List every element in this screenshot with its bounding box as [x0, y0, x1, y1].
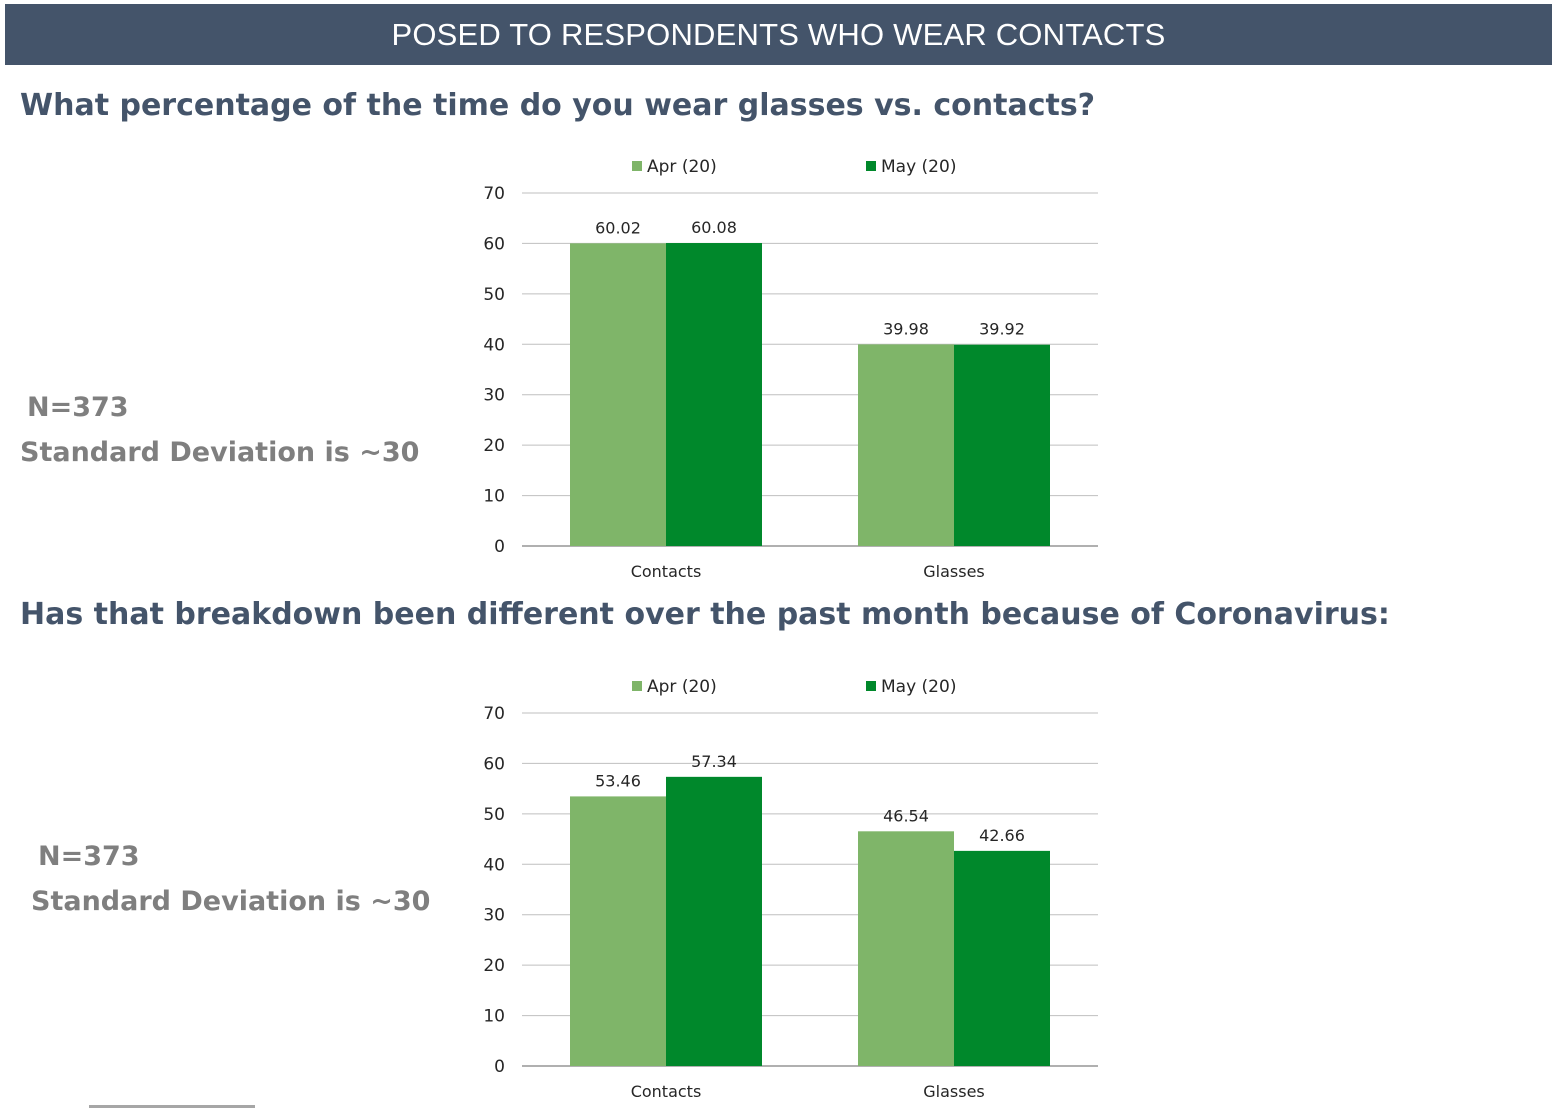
y-tick-label: 10	[483, 487, 505, 507]
question-2-title: Has that breakdown been different over t…	[20, 597, 1390, 632]
data-label: 39.92	[979, 320, 1025, 339]
question-1-title: What percentage of the time do you wear …	[20, 88, 1096, 123]
legend-label: Apr (20)	[647, 157, 717, 177]
banner-title: POSED TO RESPONDENTS WHO WEAR CONTACTS	[5, 4, 1552, 65]
y-tick-label: 20	[483, 436, 505, 456]
footer-rule	[89, 1105, 255, 1108]
bar-contacts-may	[666, 243, 762, 546]
legend-label: May (20)	[881, 157, 956, 177]
y-tick-label: 70	[483, 184, 505, 204]
sample-size-1: N=373	[27, 392, 129, 423]
x-category-label: Glasses	[923, 1082, 985, 1101]
bar-glasses-may	[954, 344, 1050, 546]
legend-swatch	[632, 161, 642, 171]
data-label: 60.02	[595, 218, 641, 237]
data-label: 57.34	[691, 752, 737, 771]
y-tick-label: 40	[483, 855, 505, 875]
chart-1: 0 10 20 30 40 50 60 70 60.02 60.08 Contacts 39.98 39…	[483, 157, 1098, 581]
sample-size-2: N=373	[38, 841, 140, 872]
x-category-label: Contacts	[631, 562, 702, 581]
bar-glasses-apr	[858, 831, 954, 1066]
y-tick-label: 50	[483, 285, 505, 305]
y-tick-label: 20	[483, 956, 505, 976]
legend-swatch	[866, 681, 876, 691]
x-category-label: Glasses	[923, 562, 985, 581]
data-label: 42.66	[979, 826, 1025, 845]
legend-swatch	[632, 681, 642, 691]
y-tick-label: 0	[494, 537, 505, 557]
legend-label: May (20)	[881, 677, 956, 697]
legend-label: Apr (20)	[647, 677, 717, 697]
y-tick-label: 60	[483, 234, 505, 254]
y-tick-label: 30	[483, 386, 505, 406]
y-tick-label: 70	[483, 704, 505, 724]
bar-contacts-apr	[570, 796, 666, 1066]
data-label: 53.46	[595, 771, 641, 790]
bar-glasses-may	[954, 850, 1050, 1066]
chart-2: 0 10 20 30 40 50 60 70 53.46 57.34 Contacts 46.54 42…	[483, 677, 1098, 1101]
y-tick-label: 10	[483, 1007, 505, 1027]
legend-swatch	[866, 161, 876, 171]
data-label: 46.54	[883, 806, 929, 825]
std-dev-2: Standard Deviation is ~30	[31, 886, 431, 917]
y-tick-label: 30	[483, 906, 505, 926]
data-label: 60.08	[691, 218, 737, 237]
bar-contacts-apr	[570, 243, 666, 547]
y-tick-label: 40	[483, 335, 505, 355]
bar-glasses-apr	[858, 344, 954, 546]
x-category-label: Contacts	[631, 1082, 702, 1101]
std-dev-1: Standard Deviation is ~30	[20, 437, 420, 468]
y-tick-label: 50	[483, 805, 505, 825]
y-tick-label: 60	[483, 754, 505, 774]
y-tick-label: 0	[494, 1057, 505, 1077]
bar-contacts-may	[666, 776, 762, 1066]
data-label: 39.98	[883, 319, 929, 338]
